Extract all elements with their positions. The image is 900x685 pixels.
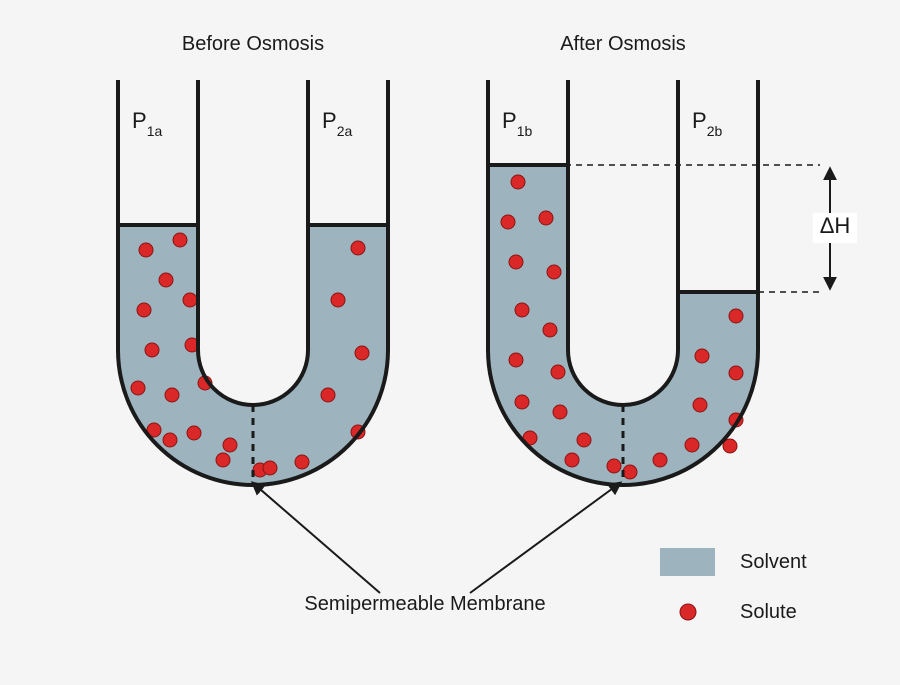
- solute-dot: [547, 265, 561, 279]
- delta-h-label: ΔH: [820, 213, 851, 238]
- solute-dot: [137, 303, 151, 317]
- solute-dot: [321, 388, 335, 402]
- solute-dot: [693, 398, 707, 412]
- solute-dot: [263, 461, 277, 475]
- solute-dot: [131, 381, 145, 395]
- solute-dot: [187, 426, 201, 440]
- solute-dot: [729, 309, 743, 323]
- p1a-main: P: [132, 108, 147, 133]
- p2b-main: P: [692, 108, 707, 133]
- title-after: After Osmosis: [560, 33, 686, 55]
- solute-dot: [351, 241, 365, 255]
- solute-dot: [515, 303, 529, 317]
- legend-solute-label: Solute: [740, 601, 797, 623]
- solute-dot: [653, 453, 667, 467]
- solute-dot: [331, 293, 345, 307]
- p2b-sub: 2b: [707, 123, 723, 139]
- solute-dot: [163, 433, 177, 447]
- solute-dot: [509, 255, 523, 269]
- solute-dot: [553, 405, 567, 419]
- p2a-main: P: [322, 108, 337, 133]
- membrane-label: Semipermeable Membrane: [304, 593, 545, 615]
- solute-dot: [165, 388, 179, 402]
- solute-dot: [623, 465, 637, 479]
- osmosis-diagram: Before OsmosisAfter OsmosisP1aP2aP1bP2bΔ…: [0, 0, 900, 685]
- solute-dot: [501, 215, 515, 229]
- solute-dot: [509, 353, 523, 367]
- solute-dot: [511, 175, 525, 189]
- solute-dot: [695, 349, 709, 363]
- solute-dot: [355, 346, 369, 360]
- solute-dot: [539, 211, 553, 225]
- legend-solute-swatch: [680, 604, 696, 620]
- p1a-sub: 1a: [147, 123, 163, 139]
- solute-dot: [183, 293, 197, 307]
- solute-dot: [551, 365, 565, 379]
- p1b-sub: 1b: [517, 123, 533, 139]
- solute-dot: [685, 438, 699, 452]
- solute-dot: [145, 343, 159, 357]
- solute-dot: [139, 243, 153, 257]
- legend-solvent-swatch: [660, 548, 715, 576]
- solute-dot: [565, 453, 579, 467]
- solute-dot: [607, 459, 621, 473]
- solute-dot: [577, 433, 591, 447]
- p2a-sub: 2a: [337, 123, 353, 139]
- solute-dot: [223, 438, 237, 452]
- solute-dot: [216, 453, 230, 467]
- solute-dot: [729, 366, 743, 380]
- solute-dot: [515, 395, 529, 409]
- legend-solvent-label: Solvent: [740, 551, 807, 573]
- solute-dot: [543, 323, 557, 337]
- p1b-main: P: [502, 108, 517, 133]
- solute-dot: [159, 273, 173, 287]
- solute-dot: [295, 455, 309, 469]
- solute-dot: [173, 233, 187, 247]
- title-before: Before Osmosis: [182, 33, 324, 55]
